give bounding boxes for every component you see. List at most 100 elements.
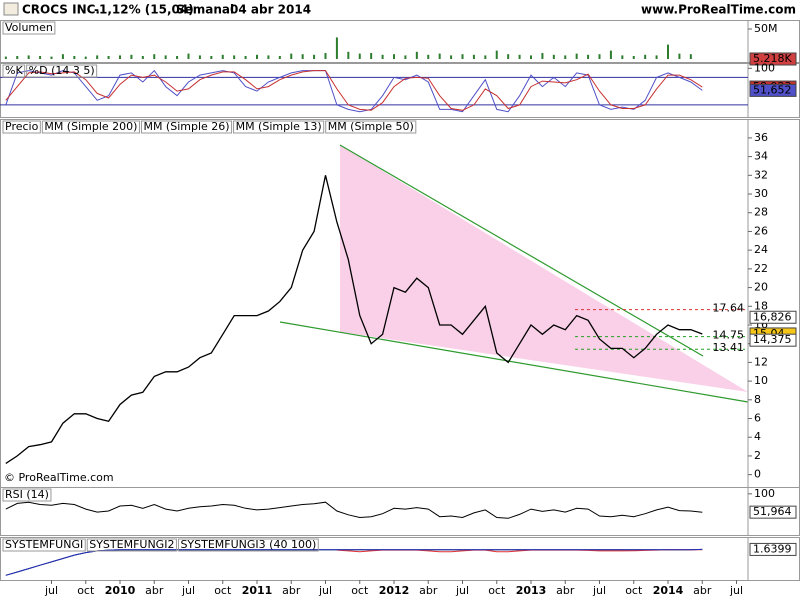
x-tick-label: 2010 xyxy=(105,584,136,597)
x-tick-label: jul xyxy=(318,584,332,597)
last-value-label: 5.218K xyxy=(753,52,792,65)
y-tick-label: 30 xyxy=(754,187,768,200)
y-tick-label: 22 xyxy=(754,262,768,275)
y-tick-label: 100 xyxy=(754,487,775,500)
x-tick-label: oct xyxy=(625,584,643,597)
x-tick-label: oct xyxy=(488,584,506,597)
volume-bar xyxy=(427,54,430,59)
x-tick-label: abr xyxy=(556,584,575,597)
y-tick-label: 18 xyxy=(754,299,768,312)
period: Semanal xyxy=(176,3,234,17)
x-tick-label: 2012 xyxy=(379,584,410,597)
volume-bar xyxy=(187,53,190,59)
volume-bar xyxy=(244,56,247,59)
volume-bar xyxy=(256,54,258,59)
site: www.ProRealTime.com xyxy=(641,3,796,17)
volume-bar xyxy=(370,53,373,59)
volume-bar xyxy=(313,54,316,59)
volume-bar xyxy=(552,54,555,59)
volume-bar xyxy=(335,37,338,59)
x-tick-label: jul xyxy=(592,584,606,597)
y-tick-label: 36 xyxy=(754,131,768,144)
series-line xyxy=(5,175,703,464)
y-tick-label: 32 xyxy=(754,168,768,181)
x-tick-label: oct xyxy=(77,584,95,597)
last-value-box xyxy=(749,505,797,519)
legend-box xyxy=(2,21,56,35)
x-tick-label: jul xyxy=(729,584,743,597)
legend-box xyxy=(140,120,233,134)
volume-bar xyxy=(119,55,121,59)
wedge-fill xyxy=(340,145,748,392)
y-tick-label: 8 xyxy=(754,393,761,406)
last-value-label: 51,964 xyxy=(753,505,792,518)
x-tick-label: 2011 xyxy=(242,584,273,597)
volume-bar xyxy=(609,50,612,59)
y-tick-label: 0 xyxy=(754,468,761,481)
volume-bar xyxy=(27,55,30,59)
y-tick-label: 26 xyxy=(754,224,768,237)
volume-bar xyxy=(689,54,692,59)
volume-bar xyxy=(678,53,681,59)
legend-box xyxy=(86,538,177,552)
last-value-box xyxy=(749,52,797,66)
volume-bar xyxy=(621,55,624,59)
legend-box xyxy=(325,120,417,134)
trendline xyxy=(279,321,749,403)
volume-bar xyxy=(438,53,441,59)
legend-box xyxy=(233,120,325,134)
x-tick-label: jul xyxy=(455,584,469,597)
volume-bar xyxy=(324,53,327,59)
legend-entry: Precio xyxy=(5,120,39,133)
volume-bar xyxy=(507,54,510,59)
x-tick-label: abr xyxy=(419,584,438,597)
volume-bar xyxy=(461,54,464,59)
volume-bar xyxy=(107,56,110,59)
last-value-box xyxy=(749,83,797,97)
indicator-legend: MM (Simple 13) xyxy=(236,120,322,133)
volume-bar xyxy=(564,55,567,59)
x-tick-label: jul xyxy=(44,584,58,597)
volume-bar xyxy=(530,55,532,59)
volume-bar xyxy=(50,56,53,59)
volume-bar xyxy=(415,51,418,59)
legend-box xyxy=(41,120,140,134)
y-tick-label: 24 xyxy=(754,243,768,256)
y-tick-label: 34 xyxy=(754,150,768,163)
volume-bar xyxy=(130,54,133,59)
annotation-label: 17.64 xyxy=(713,302,745,315)
volume-bar xyxy=(393,54,395,59)
volume-bar xyxy=(632,56,635,59)
legend-entry: SYSTEMFUNGI xyxy=(5,538,83,551)
watermark: © ProRealTime.com xyxy=(4,471,114,484)
y-tick-label: 2 xyxy=(754,449,761,462)
panel-title: RSI (14) xyxy=(5,488,49,501)
volume-bar xyxy=(575,53,578,59)
legend-box xyxy=(26,64,98,78)
menu-icon[interactable] xyxy=(3,2,19,16)
volume-bar xyxy=(347,51,350,59)
panel-title: Volumen xyxy=(5,21,53,34)
volume-bar xyxy=(655,55,658,59)
volume-bar xyxy=(587,54,590,59)
x-tick-label: jul xyxy=(181,584,195,597)
volume-bar xyxy=(450,55,453,59)
volume-bar xyxy=(4,56,7,59)
indicator-legend: MM (Simple 200) xyxy=(44,120,137,133)
legend-entry: SYSTEMFUNGI2 xyxy=(89,538,174,551)
x-tick-label: abr xyxy=(282,584,301,597)
indicator-legend: MM (Simple 50) xyxy=(328,120,414,133)
volume-bar xyxy=(233,55,236,59)
y-tick-label: 28 xyxy=(754,206,768,219)
volume-bar xyxy=(598,54,601,59)
volume-bar xyxy=(210,56,213,59)
volume-bar xyxy=(667,44,669,59)
last-value-box xyxy=(749,333,797,347)
last-value-label: 1.6399 xyxy=(753,542,792,555)
volume-bar xyxy=(153,54,156,59)
legend-entry: SYSTEMFUNGI3 (40 100) xyxy=(180,538,316,551)
y-tick-label: 6 xyxy=(754,412,761,425)
volume-bar xyxy=(404,55,407,59)
x-tick-label: 2014 xyxy=(653,584,684,597)
